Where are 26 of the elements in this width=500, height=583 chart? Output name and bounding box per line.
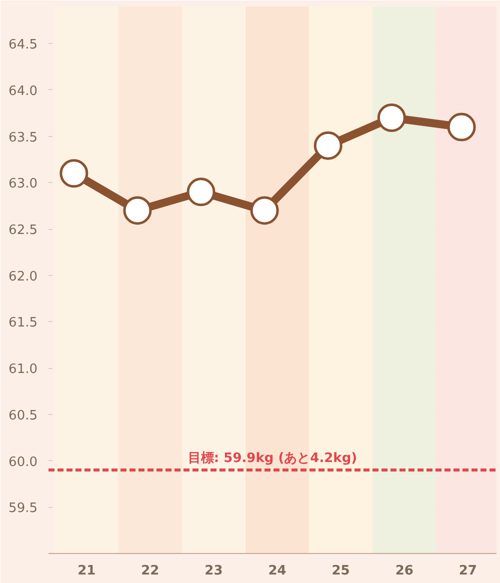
point — [314, 131, 342, 160]
x-tick-label: 21 — [78, 564, 96, 578]
y-tick-label: 63.5 — [8, 130, 38, 146]
y-tick-label: 61.0 — [8, 362, 38, 378]
point — [123, 196, 152, 225]
x-tick-label: 27 — [458, 564, 477, 578]
point — [60, 159, 88, 188]
x-tick-label: 26 — [395, 564, 414, 578]
x-tick-label: 25 — [332, 564, 350, 578]
x-tick-label: 22 — [141, 564, 160, 578]
point — [447, 112, 476, 142]
point — [250, 196, 279, 225]
ref-line-label: 目標: 59.9kg (あと4.2kg) — [188, 451, 358, 466]
x-tick-label: 24 — [268, 564, 286, 578]
y-tick-label: 64.0 — [8, 84, 38, 99]
y-tick-label: 62.5 — [8, 223, 38, 238]
y-tick-label: 59.5 — [8, 501, 38, 516]
point — [186, 178, 216, 206]
y-tick-label: 61.5 — [8, 316, 38, 331]
point — [377, 104, 406, 132]
y-tick-label: 60.0 — [8, 454, 38, 470]
y-tick-label: 62.0 — [8, 269, 38, 284]
y-tick-label: 63.0 — [8, 176, 38, 192]
x-tick-label: 23 — [204, 564, 223, 578]
y-tick-label: 60.5 — [8, 408, 38, 424]
y-tick-label: 64.5 — [8, 38, 38, 53]
